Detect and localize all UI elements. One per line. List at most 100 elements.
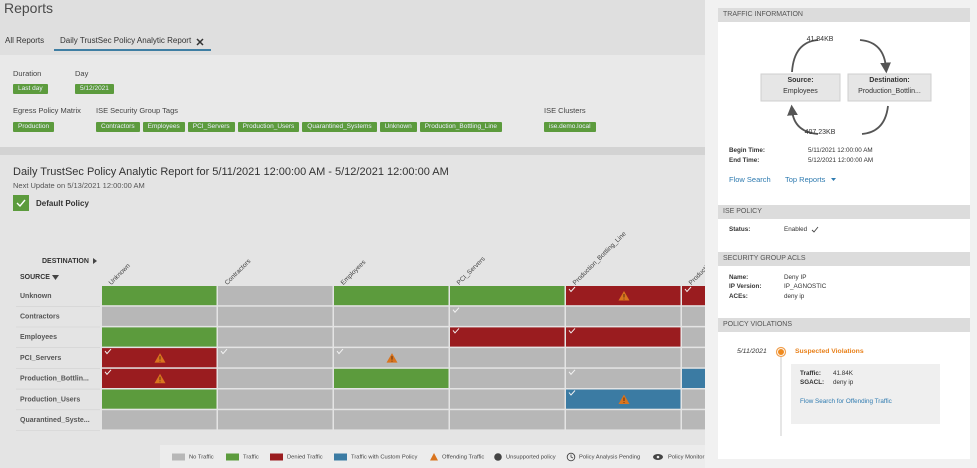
legend-label: Denied Traffic — [287, 455, 323, 461]
matrix-cell[interactable] — [450, 348, 565, 368]
legend-label: Traffic with Custom Policy — [351, 455, 417, 461]
column-label: Production_Users — [688, 245, 705, 287]
legend-swatch — [172, 453, 185, 461]
matrix-cell[interactable] — [682, 348, 705, 368]
matrix-cell[interactable] — [566, 410, 681, 430]
matrix-cell[interactable] — [218, 327, 333, 347]
cell-check — [568, 369, 576, 376]
timeline — [775, 346, 787, 436]
matrix-cell[interactable] — [450, 389, 565, 409]
info-text: Status: — [729, 226, 751, 233]
diagram-text: 407.23KB — [804, 129, 836, 136]
next-update: Next Update on 5/13/2021 12:00:00 AM — [13, 181, 145, 190]
matrix-cell[interactable] — [102, 410, 217, 430]
matrix-cell[interactable] — [334, 368, 449, 388]
matrix-cell[interactable] — [682, 327, 705, 347]
legend-icon — [494, 453, 502, 461]
cell-check — [568, 328, 576, 334]
matrix-cell[interactable] — [102, 306, 217, 326]
matrix-cell[interactable] — [450, 368, 565, 388]
matrix-cell[interactable] — [682, 306, 705, 326]
matrix-cell[interactable] — [334, 410, 449, 430]
column-label: PCI_Servers — [456, 255, 488, 287]
section-header: SECURITY GROUP ACLS — [718, 252, 970, 266]
info-text: 5/11/2021 — [737, 348, 767, 355]
info-text: 5/11/2021 12:00:00 AM — [808, 147, 873, 154]
legend-label: Policy Analysis Pending — [579, 455, 640, 461]
filter-chip[interactable]: Production — [13, 122, 55, 132]
matrix-cell[interactable] — [566, 327, 681, 347]
matrix-cell[interactable] — [102, 286, 217, 306]
filter-chip[interactable]: Unknown — [379, 122, 417, 132]
matrix-cell[interactable] — [334, 306, 449, 326]
matrix-cell[interactable] — [218, 286, 333, 306]
filter-chip[interactable]: Production_Bottling_Line — [419, 122, 502, 132]
matrix-cell[interactable] — [218, 389, 333, 409]
info-text: Deny IP — [784, 274, 807, 281]
destination-box — [847, 73, 932, 102]
filter-chip[interactable]: Employees — [142, 122, 185, 132]
info-text: ACEs: — [729, 293, 748, 300]
tab[interactable]: All Reports — [5, 36, 45, 45]
filter-chip[interactable]: Contractors — [96, 122, 140, 132]
check-icon — [811, 226, 819, 233]
matrix-cell[interactable] — [566, 306, 681, 326]
matrix-cell[interactable] — [450, 410, 565, 430]
matrix-cell[interactable] — [682, 410, 705, 430]
matrix-cell[interactable] — [450, 327, 565, 347]
link[interactable]: Top Reports — [785, 175, 826, 184]
matrix-cell[interactable] — [218, 306, 333, 326]
legend-label: Offending Traffic — [442, 455, 484, 461]
link[interactable]: Flow Search — [729, 175, 771, 184]
legend-swatch — [226, 453, 239, 461]
diagram-text: 41.84KB — [806, 36, 834, 43]
matrix-cell[interactable] — [566, 368, 681, 388]
row-label: Employees — [20, 334, 57, 341]
info-text: SGACL: — [800, 379, 825, 386]
tag-list: Contractors Employees PCI_Servers Productio… — [96, 122, 502, 132]
matrix-cell[interactable] — [682, 368, 705, 388]
info-text: 5/12/2021 12:00:00 AM — [808, 157, 874, 164]
matrix-cell[interactable] — [218, 348, 333, 368]
policy-name: Default Policy — [36, 199, 89, 208]
matrix-cell[interactable] — [102, 389, 217, 409]
filter-label: Duration — [13, 69, 42, 78]
filter-chip[interactable]: Production_Users — [237, 122, 300, 132]
filter-chip[interactable]: Quarantined_Systems — [302, 122, 377, 132]
matrix-cell[interactable] — [682, 389, 705, 409]
cell-check — [452, 328, 460, 334]
info-text: Traffic: — [800, 370, 821, 377]
filter-chip[interactable]: Last day — [13, 84, 48, 94]
info-text: deny ip — [784, 293, 805, 300]
column-label: Employees — [340, 258, 368, 286]
matrix-cell[interactable] — [218, 410, 333, 430]
tab-close[interactable] — [196, 38, 204, 46]
legend-icon — [656, 455, 660, 459]
flow-arrow — [859, 39, 891, 74]
tab-active[interactable]: Daily TrustSec Policy Analytic Report — [60, 36, 192, 45]
cell-check — [568, 286, 576, 293]
flow-arrow — [787, 104, 819, 135]
row-label: Production_Users — [20, 396, 80, 403]
column-label: Production_Bottling_Line — [572, 230, 628, 286]
filter-chip[interactable]: PCI_Servers — [187, 122, 235, 132]
dropdown-caret — [831, 178, 836, 181]
legend-icon — [430, 453, 438, 461]
traffic-diagram — [760, 39, 932, 135]
policy-checkbox[interactable] — [13, 195, 29, 211]
matrix-cell[interactable] — [102, 327, 217, 347]
matrix-cell[interactable] — [334, 389, 449, 409]
matrix-cell[interactable] — [450, 306, 565, 326]
matrix-cell[interactable] — [334, 327, 449, 347]
filter-chip[interactable]: 5/12/2021 — [75, 84, 114, 94]
matrix-cell[interactable] — [450, 286, 565, 306]
info-text: deny ip — [833, 379, 854, 386]
legend-label: No Traffic — [189, 455, 214, 461]
matrix-cell[interactable] — [218, 368, 333, 388]
link[interactable]: Flow Search for Offending Traffic — [800, 398, 892, 405]
filter-chip[interactable]: ise.demo.local — [544, 122, 596, 132]
matrix-cell[interactable] — [334, 286, 449, 306]
legend-swatch — [334, 453, 347, 461]
matrix-cell[interactable] — [566, 348, 681, 368]
